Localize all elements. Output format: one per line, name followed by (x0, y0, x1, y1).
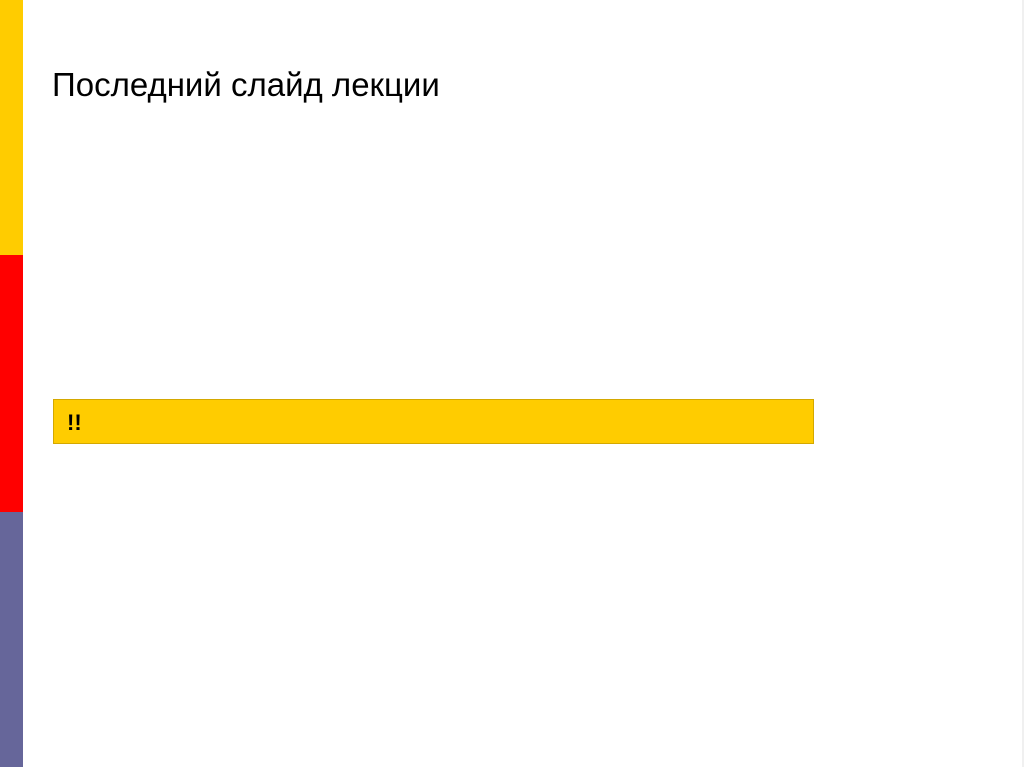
decor-stripe-red (0, 255, 23, 512)
decor-stripe-yellow (0, 0, 23, 255)
highlight-box: !! (53, 399, 814, 444)
decor-stripe-blue (0, 512, 23, 767)
slide-edge (1022, 0, 1024, 767)
slide-title: Последний слайд лекции (52, 66, 440, 103)
